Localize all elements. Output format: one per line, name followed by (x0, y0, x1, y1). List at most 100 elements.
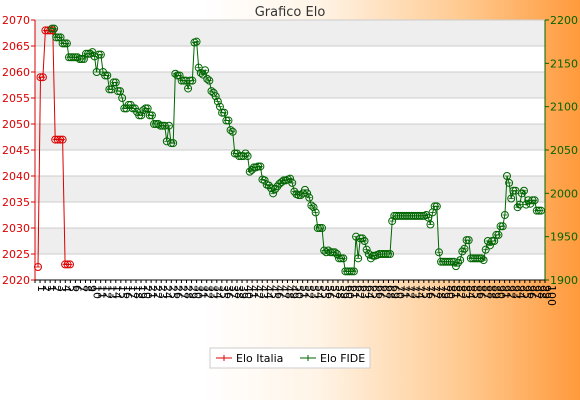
x-tick-label: 10 (91, 285, 104, 299)
plot-band (35, 20, 545, 46)
data-point (50, 24, 59, 33)
data-point (86, 49, 95, 58)
legend-label-fide: Elo FIDE (320, 352, 365, 365)
x-tick-label: 92 (505, 285, 518, 299)
x-tick-label: 43 (257, 285, 270, 299)
data-point (432, 202, 441, 211)
data-point (241, 149, 250, 158)
data-point (485, 241, 494, 250)
x-tick-label: 49 (287, 285, 300, 299)
data-point (34, 263, 42, 271)
x-tick-label: 47 (277, 285, 290, 299)
x-tick-label: 22 (151, 285, 164, 299)
y-right-tick-label: 1950 (550, 231, 578, 244)
data-point (116, 87, 125, 96)
data-point (271, 185, 280, 193)
x-tick-label: 79 (439, 285, 452, 299)
data-point (309, 203, 318, 212)
data-point (358, 234, 367, 243)
x-tick-label: 39 (237, 285, 250, 299)
x-tick-label: 71 (399, 285, 412, 299)
y-left-tick-label: 2030 (2, 222, 30, 235)
data-point (66, 260, 74, 269)
data-point (264, 181, 273, 190)
x-tick-label: 30 (192, 285, 205, 299)
data-point (530, 196, 539, 205)
chart-title: Grafico Elo (255, 5, 326, 20)
data-point (519, 186, 528, 195)
data-point (360, 237, 369, 245)
x-tick-label: 91 (500, 285, 513, 299)
data-point (188, 76, 197, 85)
data-point (171, 69, 180, 78)
data-point (226, 126, 235, 135)
data-point (386, 250, 395, 258)
x-tick-label: 69 (388, 285, 401, 299)
data-point (175, 71, 184, 80)
data-point (339, 254, 348, 263)
data-point (224, 116, 233, 125)
x-tick-label: 2 (50, 285, 63, 292)
x-tick-label: 6 (70, 285, 83, 292)
data-point (517, 189, 526, 198)
x-tick-label: 70 (394, 285, 407, 299)
data-point (362, 245, 371, 254)
x-tick-label: 54 (313, 285, 326, 299)
x-tick-label: 3 (55, 285, 68, 292)
x-tick-label: 31 (197, 285, 210, 299)
x-tick-label: 41 (247, 285, 260, 299)
x-tick-label: 50 (293, 285, 306, 299)
data-point (515, 200, 524, 209)
x-tick-label: 94 (515, 285, 528, 299)
x-tick-label: 75 (419, 285, 432, 299)
x-tick-label: 99 (540, 285, 553, 299)
data-point (256, 162, 265, 171)
x-tick-label: 64 (363, 285, 376, 299)
data-point (288, 178, 297, 187)
x-tick-label: 95 (520, 285, 533, 299)
data-point (458, 247, 467, 256)
data-point (318, 224, 327, 232)
y-left-tick-label: 2065 (2, 40, 30, 53)
data-point (354, 254, 363, 263)
y-right-tick-label: 1900 (550, 274, 578, 287)
x-tick-label: 33 (207, 285, 220, 299)
data-point (139, 106, 148, 115)
data-point (269, 189, 278, 198)
data-point (454, 258, 463, 267)
x-tick-label: 1 (35, 285, 48, 292)
data-point (500, 211, 509, 219)
y-left-tick-label: 2070 (2, 14, 30, 27)
data-point (243, 152, 252, 161)
data-point (366, 254, 375, 263)
data-point (58, 135, 67, 144)
data-point (507, 194, 516, 203)
x-tick-label: 56 (323, 285, 336, 299)
legend: Elo Italia Elo FIDE (209, 347, 371, 369)
x-tick-label: 73 (409, 285, 422, 299)
x-tick-label: 68 (383, 285, 396, 299)
x-tick-label: 60 (343, 285, 356, 299)
data-point (502, 172, 511, 180)
x-tick-label: 7 (75, 285, 88, 292)
x-tick-label: 82 (454, 285, 467, 299)
data-point (456, 256, 465, 265)
x-tick-label: 9 (85, 285, 98, 292)
x-tick-label: 58 (333, 285, 346, 299)
x-tick-label: 97 (530, 285, 543, 299)
data-point (103, 71, 112, 80)
x-tick-label: 52 (303, 285, 316, 299)
legend-label-italia: Elo Italia (236, 352, 283, 365)
data-point (479, 256, 488, 265)
x-tick-label: 83 (459, 285, 472, 299)
x-tick-label: 26 (171, 285, 184, 299)
x-tick-label: 88 (484, 285, 497, 299)
y-right-tick-label: 2150 (550, 57, 578, 70)
x-tick-label: 44 (262, 285, 275, 299)
x-tick-label: 85 (469, 285, 482, 299)
data-point (213, 97, 222, 106)
data-point (201, 66, 210, 75)
x-tick-label: 11 (96, 285, 109, 299)
